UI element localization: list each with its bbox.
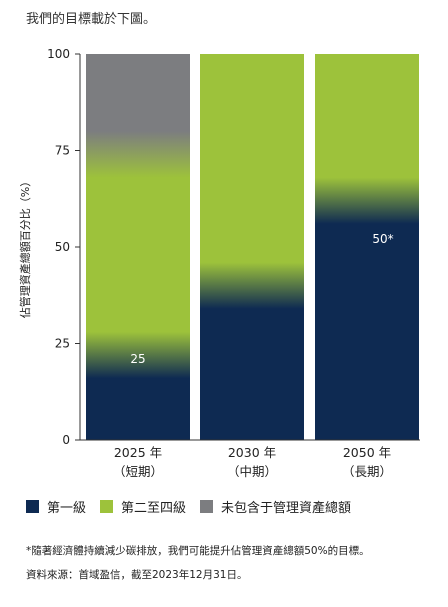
data-label-0: 25 (130, 352, 145, 366)
y-tick-label-75: 75 (55, 144, 70, 158)
category-label-0: 2025 年 (114, 445, 162, 460)
legend-label-tier2-4: 第二至四級 (121, 501, 187, 516)
legend-swatch-tier1 (26, 500, 39, 513)
legend-label-not-included: 未包含于管理資產總額 (221, 501, 352, 516)
bar-1 (200, 54, 304, 440)
legend-swatch-tier2-4 (100, 500, 114, 513)
y-tick-label-25: 25 (55, 337, 70, 351)
category-label-1: 2030 年 (228, 445, 276, 460)
footnote-source: 資料來源：首域盈信，截至2023年12月31日。 (26, 569, 248, 581)
axes-group: 0 25 50 75 100 佔管理資產總額百分比（%） (18, 47, 420, 447)
category-sublabel-2: （長期） (342, 464, 392, 479)
data-label-2: 50* (372, 232, 393, 246)
legend-item-tier1: 第一級 (26, 497, 86, 516)
category-sublabel-0: （短期） (113, 464, 163, 479)
legend-item-not-included: 未包含于管理資產總額 (200, 497, 351, 516)
legend-item-tier2-4: 第二至四級 (100, 497, 186, 516)
legend-label-tier1: 第一級 (47, 501, 87, 516)
footnote-target: *隨著經濟體持續減少碳排放，我們可能提升佔管理資產總額50%的目標。 (26, 545, 370, 557)
stacked-bar-chart: 0 25 50 75 100 佔管理資產總額百分比（%） 25 2025 年 （短期） 2030… (18, 47, 420, 479)
labels-group: 25 2025 年 （短期） 2030 年 （中期） 50* 2050 年 （長期） (113, 232, 394, 479)
intro-text: 我們的目標載於下圖。 (26, 12, 157, 27)
bar-2 (315, 54, 419, 440)
y-tick-label-0: 0 (62, 433, 70, 447)
y-tick-label-100: 100 (47, 47, 70, 61)
bar-0 (86, 54, 190, 440)
legend: 第一級 第二至四級 未包含于管理資產總額 (26, 497, 365, 516)
category-label-2: 2050 年 (343, 445, 391, 460)
category-sublabel-1: （中期） (227, 464, 277, 479)
bars-group (86, 54, 419, 440)
legend-swatch-not-included (200, 500, 214, 513)
y-axis-title: 佔管理資產總額百分比（%） (18, 176, 32, 318)
y-tick-label-50: 50 (55, 240, 70, 254)
